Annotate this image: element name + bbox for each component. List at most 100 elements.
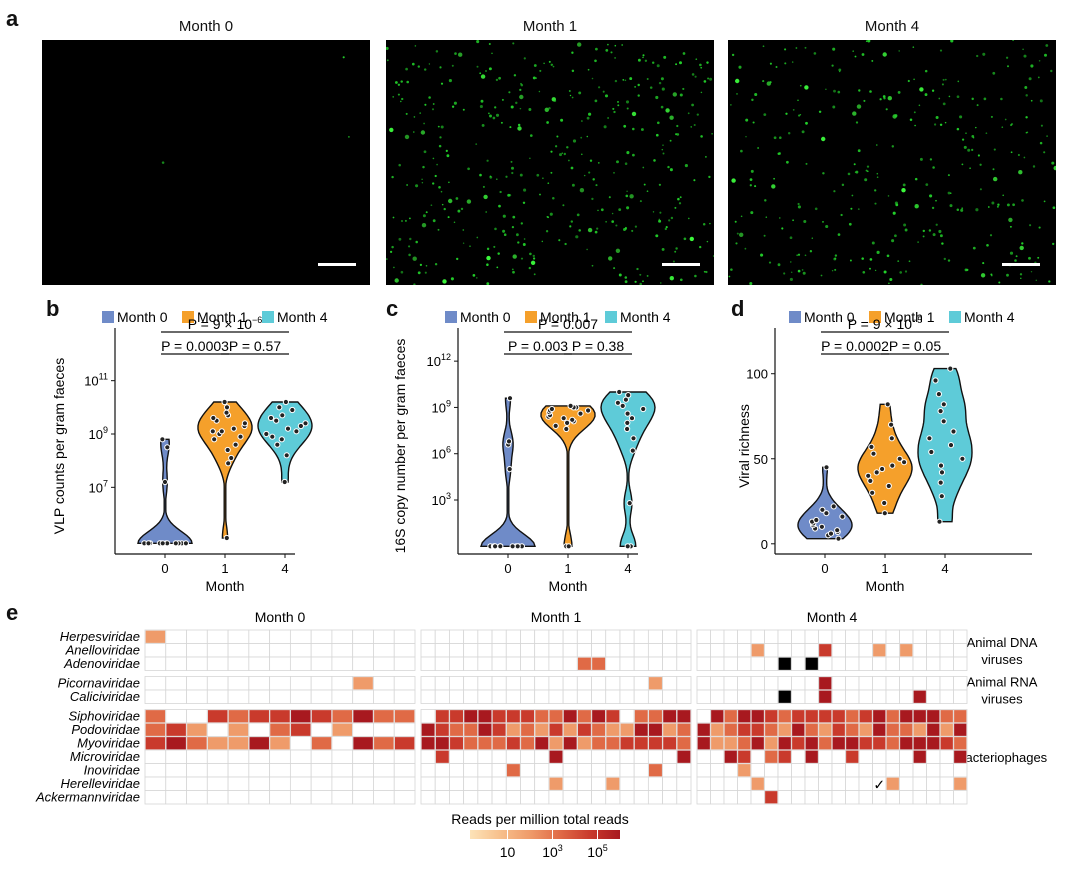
micrograph-month-4: [728, 40, 1056, 285]
fluorescent-particle: [646, 78, 649, 80]
heatmap-cell: [710, 790, 725, 805]
heatmap-cell: [953, 676, 968, 691]
heatmap-filled-cell: [549, 777, 563, 791]
heatmap-cell: [434, 776, 450, 791]
fluorescent-particle: [931, 89, 935, 92]
legend-swatch-month-0: [445, 311, 457, 323]
fluorescent-particle: [752, 121, 755, 124]
fluorescent-particle: [912, 46, 915, 48]
fluorescent-particle: [618, 208, 622, 212]
heatmap-cell: [662, 749, 678, 764]
heatmap-filled-cell: [421, 723, 436, 737]
fluorescent-particle: [990, 273, 993, 276]
fluorescent-particle: [448, 79, 452, 83]
heatmap-cell: [818, 749, 833, 764]
p-value-text: P = 0.57: [229, 338, 282, 354]
heatmap-cell: [463, 689, 479, 704]
fluorescent-particle: [496, 178, 498, 180]
data-point: [940, 418, 947, 425]
heatmap-cell: [289, 676, 312, 691]
heatmap-cell: [885, 790, 900, 805]
legend-label-month-0: Month 0: [117, 309, 168, 325]
p-value-exponent: −6: [252, 315, 262, 325]
fluorescent-particle: [522, 201, 526, 205]
fluorescent-particle: [848, 222, 852, 226]
y-tick-label: 109: [89, 425, 108, 442]
heatmap-cell: [831, 749, 846, 764]
fluorescent-particle: [676, 133, 680, 136]
fluorescent-particle: [902, 183, 906, 187]
fluorescent-particle: [486, 282, 490, 285]
heatmap-cell: [633, 790, 649, 805]
heatmap-cell: [144, 763, 167, 778]
fluorescent-particle: [634, 85, 637, 88]
data-point: [626, 500, 633, 507]
heatmap-month-title-2: Month 4: [807, 609, 858, 625]
y-tick-base: 10: [432, 400, 446, 415]
fluorescent-particle: [499, 190, 502, 194]
heatmap-cell: [777, 790, 792, 805]
fluorescent-particle: [1053, 165, 1056, 171]
fluorescent-particle: [564, 242, 567, 246]
heatmap-cell: [619, 689, 635, 704]
fluorescent-particle: [579, 188, 585, 193]
data-point: [614, 399, 621, 406]
fluorescent-particle: [914, 177, 918, 181]
heatmap-cell: [633, 689, 649, 704]
fluorescent-particle: [509, 126, 512, 129]
fluorescent-particle: [803, 219, 807, 224]
fluorescent-particle: [804, 85, 809, 90]
heatmap-cell: [750, 676, 765, 691]
fluorescent-particle: [462, 229, 465, 231]
fluorescent-particle: [643, 183, 646, 186]
fluorescent-particle: [699, 245, 702, 249]
fluorescent-particle: [626, 151, 630, 155]
heatmap-cell: [926, 776, 941, 791]
fluorescent-particle: [637, 58, 641, 62]
heatmap-cell: [845, 676, 860, 691]
violin-month-4: [600, 391, 656, 547]
violin-month-0: [797, 466, 853, 540]
data-point: [823, 510, 830, 517]
heatmap-cell: [165, 749, 187, 764]
fluorescent-particle: [882, 52, 887, 57]
heatmap-cell: [289, 763, 312, 778]
fluorescent-particle: [568, 159, 570, 162]
fluorescent-particle: [760, 253, 764, 257]
fluorescent-particle: [922, 229, 926, 233]
heatmap-cell: [831, 790, 846, 805]
fluorescent-particle: [1010, 124, 1013, 127]
heatmap-cell: [619, 643, 635, 658]
fluorescent-particle: [553, 99, 557, 103]
x-axis-label: Month: [206, 578, 245, 594]
fluorescent-particle: [745, 118, 749, 122]
fluorescent-particle: [1045, 44, 1049, 47]
fluorescent-particle: [987, 206, 990, 208]
fluorescent-particle: [862, 270, 866, 274]
violin-month-1: [540, 405, 596, 547]
heatmap-cell: [393, 790, 416, 805]
data-point: [514, 543, 521, 550]
data-point: [497, 543, 504, 550]
heatmap-cell: [791, 676, 806, 691]
fluorescent-particle: [587, 227, 593, 233]
heatmap-cell: [373, 629, 395, 644]
fluorescent-particle: [515, 101, 518, 105]
fluorescent-particle: [659, 211, 662, 214]
fluorescent-particle: [856, 104, 862, 109]
heatmap-cell: [872, 689, 887, 704]
fluorescent-particle: [919, 157, 923, 161]
fluorescent-particle: [706, 240, 709, 243]
fluorescent-particle: [508, 91, 511, 94]
fluorescent-particle: [498, 204, 501, 208]
y-axis-label: 16S copy number per gram faeces: [392, 339, 408, 554]
data-point: [209, 428, 216, 435]
data-point: [276, 404, 283, 411]
fluorescent-particle: [883, 270, 887, 274]
fluorescent-particle: [660, 105, 664, 109]
fluorescent-particle: [481, 123, 485, 127]
heatmap-cell: [605, 689, 621, 704]
heatmap-cell: [710, 656, 725, 671]
heatmap-filled-cell: [764, 750, 778, 764]
fluorescent-particle: [386, 46, 389, 50]
